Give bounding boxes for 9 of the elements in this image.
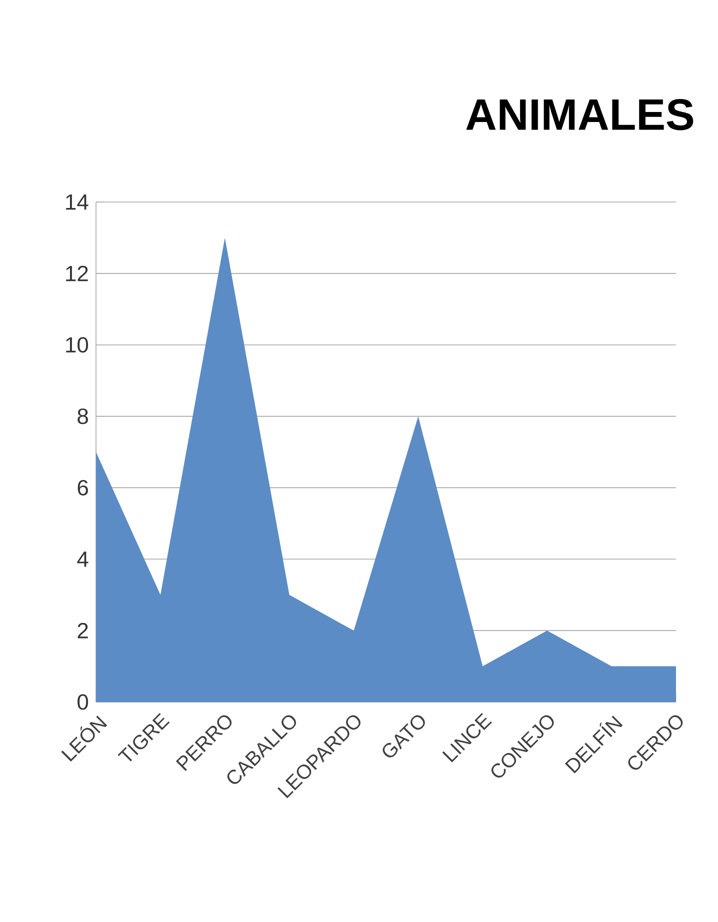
y-tick-label: 10 bbox=[66, 337, 88, 353]
y-tick-label: 12 bbox=[66, 266, 88, 282]
y-tick-label: 8 bbox=[78, 408, 88, 424]
y-tick-label: 4 bbox=[77, 552, 88, 567]
y-tick-label: 14 bbox=[66, 194, 88, 210]
y-tick-label: 0 bbox=[78, 694, 88, 710]
chart-title: ANIMALES bbox=[466, 99, 694, 130]
y-tick-label: 2 bbox=[78, 622, 88, 638]
y-tick-label: 6 bbox=[78, 480, 88, 496]
